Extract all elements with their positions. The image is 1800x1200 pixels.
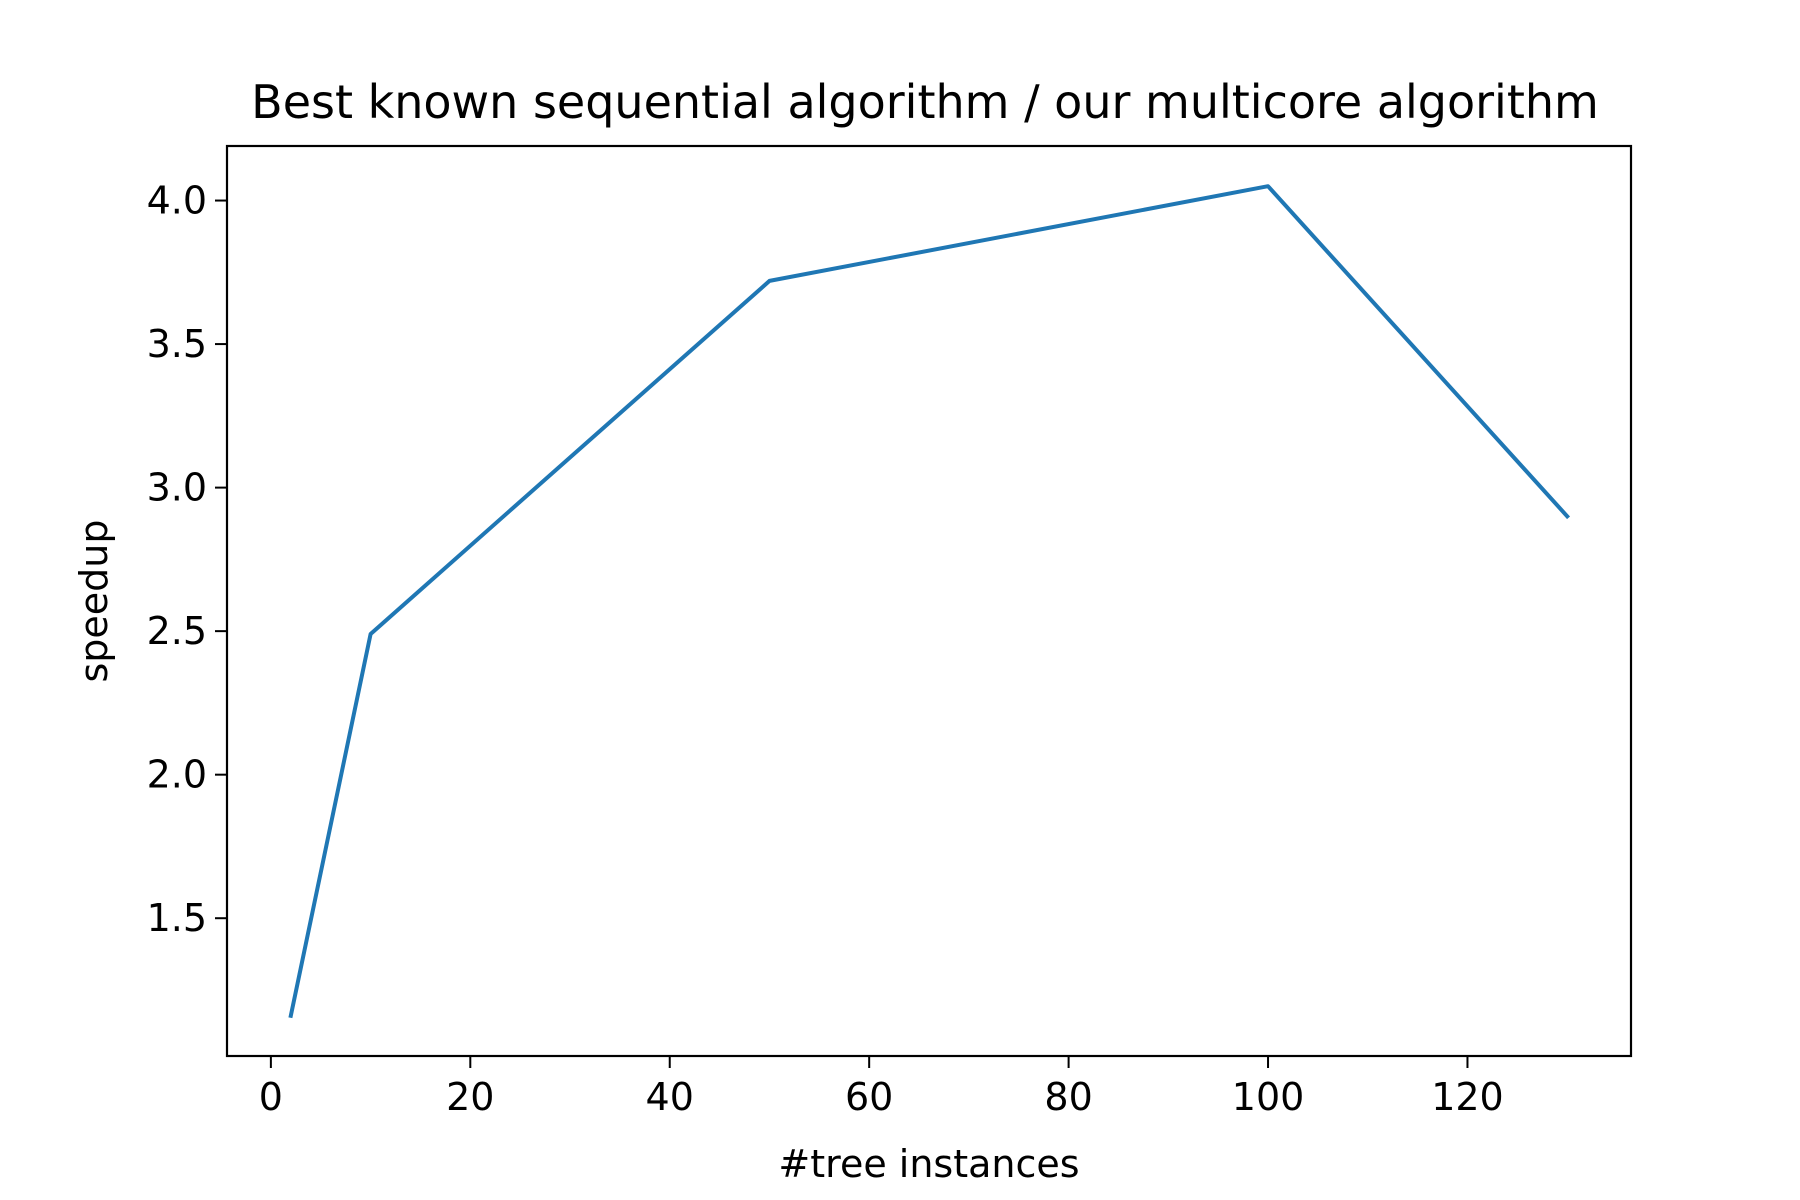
plot-area-frame (225, 144, 1633, 1058)
y-tick-label: 3.0 (147, 466, 207, 510)
y-axis-ticks: 1.5 2.0 2.5 3.0 3.5 4.0 (147, 179, 227, 940)
y-tick-label: 4.0 (147, 179, 207, 223)
x-tick-label: 20 (446, 1075, 494, 1119)
x-axis-label: #tree instances (778, 1142, 1079, 1186)
x-tick-label: 100 (1232, 1075, 1305, 1119)
y-tick-label: 2.5 (147, 609, 207, 653)
x-tick-label: 60 (845, 1075, 893, 1119)
x-tick-label: 0 (259, 1075, 283, 1119)
series-line-speedup (288, 184, 1571, 1019)
y-tick-label: 2.0 (147, 753, 207, 797)
x-tick-label: 120 (1431, 1075, 1504, 1119)
y-axis-label: speedup (72, 519, 116, 682)
x-axis-ticks: 0 20 40 60 80 100 120 (259, 1056, 1504, 1119)
chart-title: Best known sequential algorithm / our mu… (251, 75, 1599, 129)
x-tick-label: 40 (646, 1075, 694, 1119)
x-tick-label: 80 (1044, 1075, 1092, 1119)
series-layer (288, 184, 1571, 1019)
y-tick-label: 3.5 (147, 322, 207, 366)
y-tick-label: 1.5 (147, 896, 207, 940)
